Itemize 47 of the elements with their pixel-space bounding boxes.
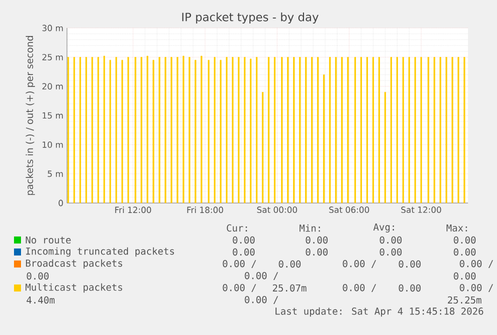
legend-label: No route <box>26 236 71 244</box>
text: 0.00 / <box>244 296 278 304</box>
text: 0.00 <box>380 248 402 256</box>
text: 0.00 <box>232 236 255 244</box>
text: 0.00 / <box>460 260 494 268</box>
x-tick-label: Sat 06:00 <box>329 206 370 213</box>
text: 0.00 <box>454 248 476 256</box>
y-tick-label: 30 m <box>42 24 63 32</box>
y-tick-label: 15 m <box>42 112 63 119</box>
text: 0.00 <box>26 272 49 280</box>
y-tick-label: 25 m <box>42 54 63 60</box>
x-tick-label: Sat 00:00 <box>257 206 298 213</box>
text: 0.00 / <box>342 284 376 292</box>
text: 25.25m <box>448 296 482 304</box>
text: 0.00 <box>306 248 328 256</box>
text: Avg: <box>373 223 394 233</box>
text: Last update: Sat Apr 4 15:45:18 2026 <box>276 307 484 317</box>
x-tick-label: Fri 12:00 <box>115 206 152 214</box>
chart-title: IP packet types - by day <box>182 12 319 24</box>
text: 0.00 <box>232 248 255 256</box>
y-tick-label: 10 m <box>42 141 63 148</box>
x-tick-label: Sat 12:00 <box>401 206 442 213</box>
text: 0.00 <box>454 272 476 280</box>
y-tick-label: 5 m <box>48 170 63 177</box>
y-axis-title: packets in (-) / out (+) per second <box>26 36 35 195</box>
text: 0.00 / <box>342 260 376 268</box>
y-tick-label: 0 <box>58 200 63 206</box>
text: 25.07m <box>272 284 306 292</box>
text: 0.00 <box>380 236 402 244</box>
legend-label: Broadcast packets <box>26 259 122 269</box>
text: 0.00 / <box>244 272 278 280</box>
y-tick-label: 20 m <box>42 83 63 90</box>
legend-label: Multicast packets <box>26 283 122 293</box>
text: 0.00 / <box>460 284 494 292</box>
text: 0.00 <box>306 236 328 244</box>
text: 4.40m <box>26 296 55 304</box>
text: Min: <box>300 224 320 232</box>
text: 0.00 <box>278 260 301 268</box>
text: 0.00 <box>398 260 421 268</box>
text: Max: <box>446 224 467 232</box>
x-tick-label: Fri 18:00 <box>187 206 224 214</box>
text: 0.00 <box>398 284 421 292</box>
text: Cur: <box>226 224 247 232</box>
legend-label: Incoming truncated packets <box>26 247 174 257</box>
text: 0.00 / <box>222 284 256 292</box>
text: 0.00 <box>454 236 476 244</box>
text: 0.00 / <box>222 260 256 268</box>
